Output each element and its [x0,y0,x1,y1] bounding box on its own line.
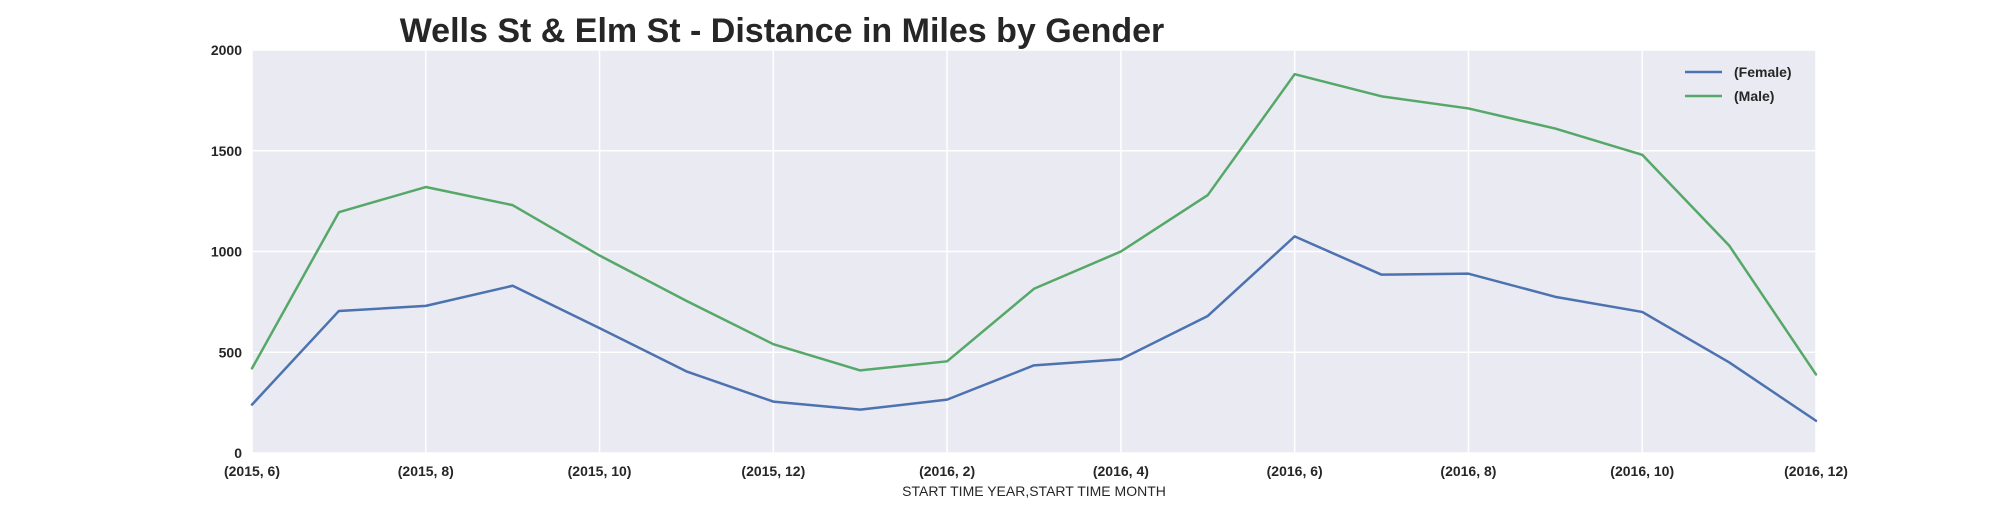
legend-item: (Female) [1685,64,1792,80]
x-tick-labels: (2015, 6) (2015, 8) (2015, 10) (2015, 12) (2… [224,463,1848,479]
x-tick-label: (2016, 2) [919,463,975,479]
y-tick-labels: 0 500 1000 1500 2000 [211,42,242,461]
x-axis-label: START TIME YEAR,START TIME MONTH [902,483,1166,499]
series-line [250,72,1818,376]
x-tick-label: (2015, 10) [568,463,632,479]
x-tick-label: (2015, 12) [741,463,805,479]
y-tick-label: 0 [234,445,242,461]
y-tick-label: 1000 [211,244,242,260]
legend-label: (Male) [1734,88,1774,104]
x-tick-label: (2015, 8) [398,463,454,479]
y-tick-label: 1500 [211,143,242,159]
grid-lines [251,49,1817,454]
x-tick-label: (2016, 12) [1784,463,1848,479]
x-tick-label: (2016, 4) [1093,463,1149,479]
x-tick-label: (2016, 10) [1610,463,1674,479]
x-tick-label: (2015, 6) [224,463,280,479]
series-layer [250,72,1818,423]
chart-title: Wells St & Elm St - Distance in Miles by… [400,12,1165,50]
legend-label: (Female) [1734,64,1792,80]
y-tick-label: 2000 [211,42,242,58]
legend: (Female) (Male) [1685,64,1792,104]
series-line [250,235,1818,423]
y-tick-label: 500 [219,344,243,360]
x-tick-label: (2016, 6) [1267,463,1323,479]
legend-item: (Male) [1685,88,1774,104]
x-tick-label: (2016, 8) [1440,463,1496,479]
